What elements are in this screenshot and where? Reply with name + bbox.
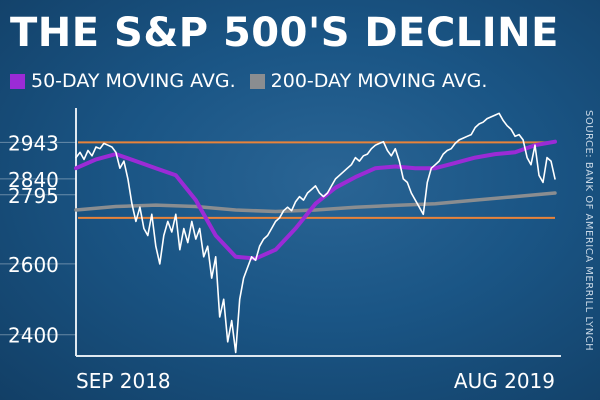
legend-label-200day: 200-DAY MOVING AVG. [270, 70, 488, 92]
legend-swatch-200day [249, 73, 265, 89]
y-tick-label: 2840 [8, 168, 59, 192]
sp500-line [75, 112, 556, 354]
y-tick-label: 2795 [8, 184, 59, 208]
y-tick-label: 2600 [8, 253, 59, 277]
legend-swatch-50day [10, 73, 25, 89]
y-tick-label: 2400 [8, 324, 59, 348]
legend-item-50day: 50-DAY MOVING AVG. [10, 70, 236, 92]
x-tick-label: SEP 2018 [76, 369, 171, 393]
moving-avg-200-line [74, 191, 557, 214]
source-credit: SOURCE: BANK OF AMERICA MERRILL LYNCH [583, 110, 594, 352]
x-tick-label: AUG 2019 [454, 369, 555, 393]
legend-label-50day: 50-DAY MOVING AVG. [31, 70, 236, 92]
moving-avg-50-line [74, 139, 557, 261]
chart-title: THE S&P 500'S DECLINE [10, 10, 559, 56]
y-tick-label: 2943 [8, 131, 59, 155]
legend-item-200day: 200-DAY MOVING AVG. [249, 70, 488, 92]
chart-legend: 50-DAY MOVING AVG. 200-DAY MOVING AVG. [10, 64, 590, 98]
